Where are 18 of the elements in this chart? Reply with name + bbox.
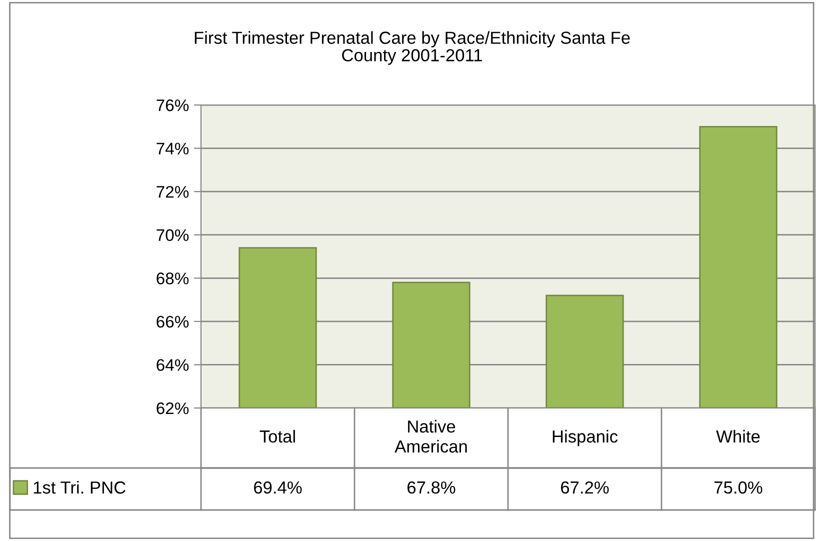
y-tick-label: 62% xyxy=(156,402,189,414)
y-tick-label: 64% xyxy=(156,359,189,371)
y-tick-label: 70% xyxy=(156,229,189,242)
data-label: 67.8% xyxy=(408,481,456,494)
data-label: 67.2% xyxy=(561,481,609,494)
y-tick-label: 72% xyxy=(156,186,189,198)
x-tick-label: Native American xyxy=(394,420,467,453)
data-label: 75.0% xyxy=(714,481,762,494)
legend-label: 1st Tri. PNC xyxy=(34,480,126,494)
x-tick-label: Total xyxy=(260,430,295,443)
y-tick-label: 66% xyxy=(156,316,189,328)
y-tick-label: 76% xyxy=(156,99,189,112)
data-label: 69.4% xyxy=(254,481,302,494)
y-tick-label: 68% xyxy=(156,272,189,284)
y-tick-label: 74% xyxy=(156,142,189,154)
x-tick-label: Hispanic xyxy=(552,430,618,446)
chart-title: First Trimester Prenatal Care by Race/Ethnicity Santa Fe County 2001-2011 xyxy=(194,31,630,65)
x-tick-label: White xyxy=(716,430,760,443)
